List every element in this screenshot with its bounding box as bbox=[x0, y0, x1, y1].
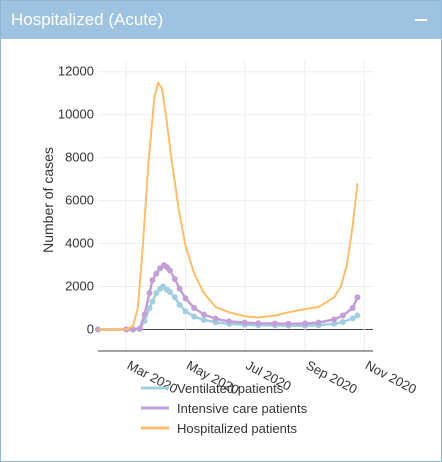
data-point bbox=[146, 305, 153, 312]
legend-label: Intensive care patients bbox=[177, 401, 308, 416]
collapse-button[interactable] bbox=[397, 1, 441, 39]
data-point bbox=[166, 267, 173, 274]
data-point bbox=[212, 315, 219, 322]
x-tick-label: Mar 2020 bbox=[125, 357, 181, 396]
series-ventilated-patients bbox=[95, 283, 361, 333]
data-point bbox=[153, 290, 160, 296]
data-point bbox=[354, 312, 361, 319]
data-point bbox=[331, 316, 338, 323]
panel-header: Hospitalized (Acute) bbox=[1, 1, 441, 39]
data-point bbox=[182, 308, 189, 315]
data-point bbox=[226, 318, 233, 325]
chart-series bbox=[95, 81, 361, 333]
data-point bbox=[191, 313, 198, 320]
data-point bbox=[146, 290, 153, 296]
legend-item[interactable]: Hospitalized patients bbox=[141, 421, 297, 436]
y-tick-label: 6000 bbox=[65, 193, 94, 208]
data-point bbox=[339, 319, 346, 325]
data-point bbox=[200, 316, 207, 323]
data-point bbox=[354, 294, 361, 301]
y-tick-label: 8000 bbox=[65, 150, 94, 165]
data-point bbox=[176, 285, 183, 292]
data-point bbox=[153, 270, 160, 277]
legend-label: Ventilated patients bbox=[177, 381, 284, 396]
y-tick-label: 2000 bbox=[65, 279, 94, 294]
series-line bbox=[98, 81, 359, 331]
data-point bbox=[136, 325, 143, 332]
x-tick-label: Sep 2020 bbox=[304, 357, 360, 396]
chart-grid bbox=[98, 61, 373, 351]
legend-item[interactable]: Ventilated patients bbox=[141, 381, 284, 396]
data-point bbox=[331, 320, 338, 327]
data-point bbox=[171, 276, 178, 283]
y-tick-label: 4000 bbox=[65, 236, 94, 251]
data-point bbox=[149, 298, 156, 305]
data-point bbox=[349, 305, 356, 312]
data-point bbox=[339, 312, 346, 319]
y-tick-label: 12000 bbox=[58, 64, 94, 79]
y-tick-label: 0 bbox=[87, 322, 94, 337]
series-hospitalized-patients bbox=[98, 81, 359, 331]
y-axis-title: Number of cases bbox=[40, 147, 56, 253]
series-intensive-care-patients bbox=[95, 262, 361, 333]
data-point bbox=[171, 294, 178, 301]
data-point bbox=[285, 320, 292, 327]
legend-label: Hospitalized patients bbox=[177, 421, 297, 436]
y-tick-label: 10000 bbox=[58, 107, 94, 122]
y-axis: 0 2000 4000 6000 8000 10000 12000 bbox=[58, 64, 94, 337]
panel-title: Hospitalized (Acute) bbox=[11, 10, 164, 29]
data-point bbox=[315, 319, 322, 326]
data-point bbox=[271, 320, 278, 327]
data-point bbox=[301, 320, 308, 327]
data-point bbox=[176, 301, 183, 308]
legend-item[interactable]: Intensive care patients bbox=[141, 401, 308, 416]
data-point bbox=[182, 295, 189, 302]
data-point bbox=[241, 319, 248, 326]
data-point bbox=[200, 311, 207, 318]
data-point bbox=[166, 288, 173, 295]
data-point bbox=[349, 315, 356, 322]
data-point bbox=[149, 277, 156, 284]
x-tick-label: Nov 2020 bbox=[363, 357, 419, 396]
minus-icon bbox=[415, 19, 427, 21]
data-point bbox=[191, 305, 198, 312]
data-point bbox=[141, 311, 148, 318]
data-point bbox=[255, 320, 262, 327]
chart-legend: Ventilated patients Intensive care patien… bbox=[141, 381, 308, 436]
